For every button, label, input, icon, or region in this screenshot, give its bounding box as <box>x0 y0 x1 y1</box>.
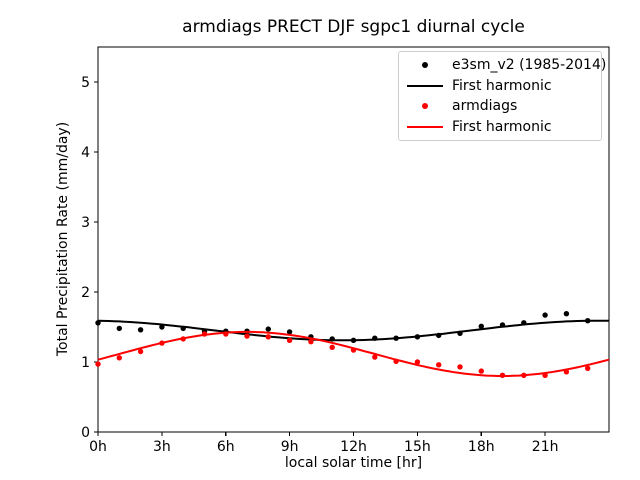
legend-marker-cell <box>405 84 445 87</box>
data-point <box>265 326 271 332</box>
data-point <box>137 327 144 333</box>
data-point <box>116 355 123 361</box>
data-point <box>244 333 250 339</box>
legend-row: First harmonic <box>405 76 595 96</box>
data-point <box>478 323 484 329</box>
x-tick-label: 0h <box>89 439 107 455</box>
data-point <box>265 334 271 340</box>
line-marker-icon <box>407 125 443 128</box>
legend-label: First harmonic <box>452 118 552 135</box>
data-point <box>286 337 293 343</box>
y-tick-label: 4 <box>81 145 90 161</box>
x-tick-label: 15h <box>404 439 431 455</box>
x-axis-label: local solar time [hr] <box>284 455 423 471</box>
legend: e3sm_v2 (1985-2014) First harmonic armdi… <box>398 51 606 141</box>
data-point <box>308 339 314 345</box>
data-point <box>95 361 101 367</box>
y-tick-label: 1 <box>81 355 90 371</box>
data-point <box>372 354 378 360</box>
legend-label: e3sm_v2 (1985-2014) <box>452 57 607 74</box>
data-point <box>137 348 144 355</box>
line-marker-icon <box>407 84 443 87</box>
legend-marker-cell <box>405 62 445 69</box>
legend-label: First harmonic <box>452 77 552 94</box>
harmonic-line <box>97 330 610 377</box>
harmonic-line <box>97 319 610 342</box>
legend-label: armdiags <box>452 98 518 115</box>
legend-row: First harmonic <box>405 117 595 137</box>
data-point <box>414 359 421 365</box>
legend-marker-cell <box>405 103 445 110</box>
y-axis-label: Total Precipitation Rate (mm/day) <box>55 121 71 357</box>
x-tick-label: 21h <box>532 439 559 455</box>
x-tick-label: 18h <box>468 439 495 455</box>
data-point <box>478 368 484 374</box>
data-point <box>329 344 335 350</box>
dot-marker-icon <box>422 103 428 110</box>
dot-marker-icon <box>422 62 428 69</box>
data-point <box>116 325 123 332</box>
y-tick-label: 0 <box>81 425 90 441</box>
y-tick-label: 2 <box>81 285 90 301</box>
y-tick-label: 3 <box>81 215 90 231</box>
chart-title: armdiags PRECT DJF sgpc1 diurnal cycle <box>182 17 525 37</box>
legend-row: armdiags <box>405 96 595 116</box>
x-tick-label: 3h <box>153 439 171 455</box>
y-tick-label: 5 <box>81 75 90 91</box>
data-point <box>542 312 548 318</box>
data-point <box>286 329 293 335</box>
data-point <box>436 362 442 368</box>
x-tick-label: 9h <box>281 439 299 455</box>
x-tick-label: 12h <box>340 439 367 455</box>
data-point <box>563 311 570 317</box>
x-tick-label: 6h <box>217 439 235 455</box>
legend-marker-cell <box>405 125 445 128</box>
data-point <box>457 364 463 370</box>
legend-row: e3sm_v2 (1985-2014) <box>405 55 606 75</box>
data-point <box>585 365 591 371</box>
